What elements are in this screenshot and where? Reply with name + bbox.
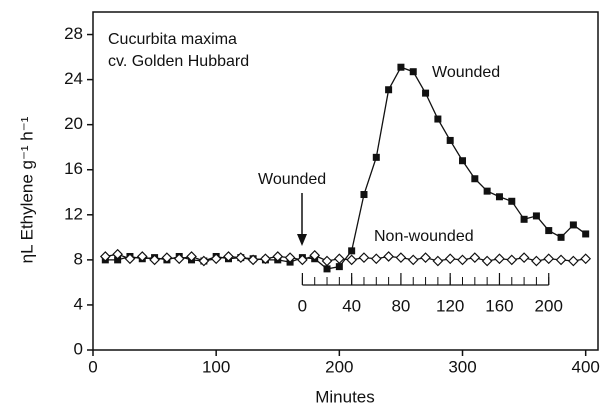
inset-tick-label: 200 [535,296,563,315]
series-line [105,253,586,262]
series-line [105,66,587,270]
x-tick-label: 0 [88,357,97,376]
marker [531,255,542,267]
annotation: Non-wounded [374,228,474,245]
marker [518,252,530,263]
marker [434,115,442,123]
x-tick-label: 200 [325,357,353,376]
marker [432,255,444,267]
y-tick-label: 8 [74,249,83,268]
y-tick-label: 4 [74,294,83,313]
marker [321,255,333,267]
marker [568,255,579,267]
marker [569,221,577,229]
marker [360,191,368,199]
marker [173,253,185,265]
marker [161,252,173,263]
x-tick-label: 300 [448,357,476,376]
marker [114,256,122,264]
marker [335,263,343,271]
marker [124,253,136,265]
marker [457,254,468,266]
y-tick-label: 12 [64,204,83,223]
marker [309,250,321,261]
annotation: Cucurbita maxima [108,31,237,48]
y-tick-label: 16 [64,159,83,178]
marker [99,251,111,262]
y-axis-label: ηL Ethylene g⁻¹ h⁻¹ [17,116,36,263]
marker [520,215,528,223]
marker [372,153,380,161]
marker [333,253,345,265]
y-tick-label: 28 [64,24,83,43]
marker [260,253,271,265]
marker [494,253,505,265]
x-tick-label: 400 [571,357,599,376]
inset-tick-label: 0 [298,296,307,315]
marker [469,252,481,263]
marker [555,254,567,266]
marker [348,247,356,255]
marker [235,252,247,263]
marker [582,230,590,238]
marker [557,233,565,241]
x-axis-label: Minutes [315,387,375,406]
marker [383,251,394,262]
marker [198,255,210,267]
marker [186,251,197,262]
y-tick-label: 0 [74,339,83,358]
marker [422,89,430,97]
marker [420,252,431,263]
inset-tick-label: 80 [391,296,410,315]
marker [471,175,479,183]
marker [149,254,160,266]
marker [495,193,503,201]
inset-tick-label: 120 [436,296,464,315]
y-tick-label: 24 [64,69,83,88]
inset-tick-label: 40 [342,296,361,315]
marker [395,252,407,263]
marker [409,68,417,76]
marker [136,251,148,262]
marker [444,253,456,265]
annotation: Wounded [258,171,326,188]
x-tick-label: 100 [202,357,230,376]
marker [385,86,393,94]
marker [397,63,405,71]
marker [112,248,123,260]
plot-frame [92,11,599,351]
marker [370,253,382,265]
annotation: cv. Golden Hubbard [108,53,249,70]
y-tick-label: 20 [64,114,83,133]
annotation: Wounded [432,64,500,81]
marker [247,254,259,266]
marker [508,197,516,205]
marker [284,252,296,263]
marker [323,265,331,273]
marker [481,255,493,267]
marker [506,254,518,266]
marker [545,227,553,235]
marker [297,254,308,266]
marker [532,212,540,220]
marker [407,254,419,266]
marker [223,251,234,262]
marker [459,157,467,165]
marker [446,136,454,144]
arrow-head [297,234,307,246]
inset-tick-label: 160 [485,296,513,315]
marker [483,187,491,195]
marker [210,253,222,265]
marker [580,253,592,265]
marker [272,251,284,262]
marker [358,252,370,263]
marker [543,253,555,265]
marker [346,254,358,266]
